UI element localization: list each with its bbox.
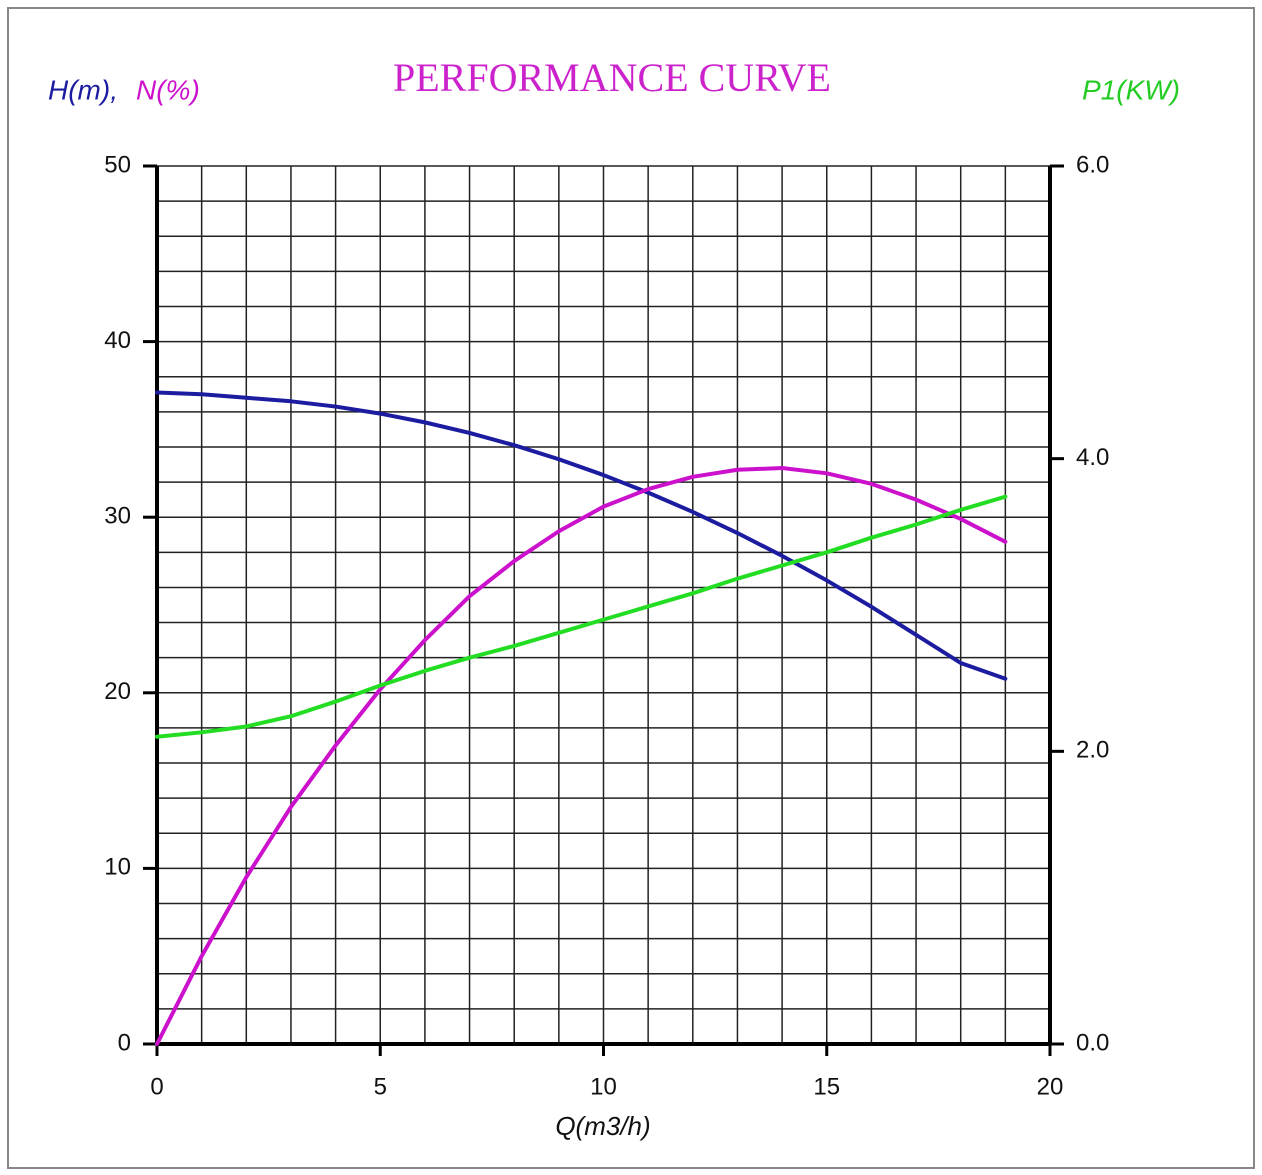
y-tick-label: 30 — [104, 503, 131, 530]
x-tick-label: 0 — [150, 1073, 163, 1100]
y-tick-label: 10 — [104, 854, 131, 881]
x-tick-label: 20 — [1037, 1073, 1064, 1100]
y2-tick-label: 0.0 — [1076, 1029, 1109, 1056]
x-tick-label: 10 — [590, 1073, 617, 1100]
y-tick-label: 20 — [104, 678, 131, 705]
frame — [7, 7, 1255, 1169]
series-line — [155, 494, 1008, 739]
y2-tick-label: 6.0 — [1076, 151, 1109, 178]
y-tick-label: 50 — [104, 151, 131, 178]
series-line — [155, 390, 1008, 681]
chart-title: PERFORMANCE CURVE — [393, 55, 831, 100]
y-axis-label: H(m), — [48, 74, 118, 105]
x-tick-label: 5 — [374, 1073, 387, 1100]
x-axis-label: Q(m3/h) — [555, 1111, 650, 1141]
y2-tick-label: 2.0 — [1076, 737, 1109, 764]
y2-tick-label: 4.0 — [1076, 444, 1109, 471]
y-axis-label: N(%) — [136, 74, 200, 105]
series-line — [155, 466, 1008, 1046]
y2-axis-label: P1(KW) — [1082, 74, 1180, 105]
x-tick-label: 15 — [813, 1073, 840, 1100]
y-tick-label: 40 — [104, 327, 131, 354]
y-tick-label: 0 — [118, 1029, 131, 1056]
